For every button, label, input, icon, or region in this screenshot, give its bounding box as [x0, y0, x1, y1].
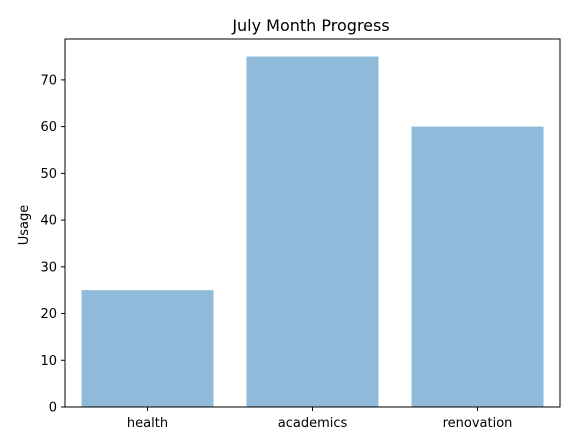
y-axis-label: Usage	[17, 205, 32, 246]
x-axis: health academics renovation	[127, 407, 512, 431]
plot-frame	[64, 38, 561, 408]
y-tick-label: 40	[40, 214, 57, 229]
x-tick-label-renovation: renovation	[443, 416, 513, 431]
x-tick-label-health: health	[127, 416, 168, 431]
chart-title: July Month Progress	[231, 16, 389, 35]
bars-group	[81, 56, 544, 408]
y-tick-label: 30	[40, 260, 57, 275]
y-tick-label: 20	[40, 307, 57, 322]
y-tick-label: 60	[40, 120, 57, 135]
y-tick-label: 0	[49, 401, 57, 416]
bar-renovation	[411, 126, 544, 407]
bar-academics	[246, 56, 379, 408]
y-tick-label: 70	[40, 73, 57, 88]
y-tick-label: 50	[40, 167, 57, 182]
bar-health	[81, 290, 214, 407]
y-axis: 0 10 20 30 40 50 60 70	[40, 73, 65, 416]
x-tick-label-academics: academics	[278, 416, 348, 431]
y-tick-label: 10	[40, 354, 57, 369]
